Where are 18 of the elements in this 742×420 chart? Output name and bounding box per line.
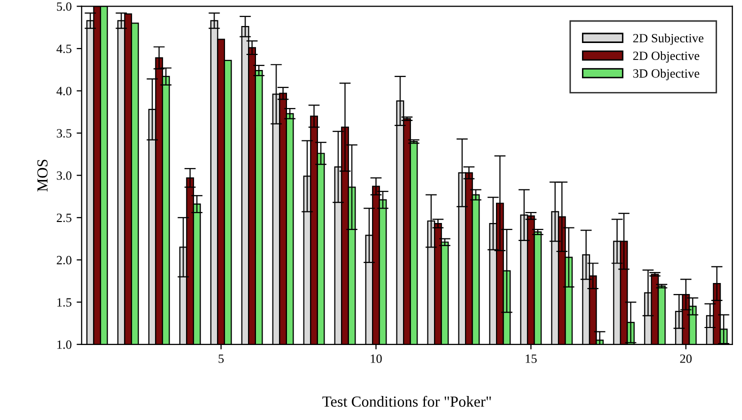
y-tick-label: 2.5 (56, 214, 72, 222)
y-axis-title: MOS (37, 160, 48, 192)
y-tick-label: 1.0 (57, 340, 72, 349)
legend-label: 2D Objective (633, 51, 700, 63)
y-tick-label: 4.5 (56, 44, 72, 54)
x-tick-label: 5 (218, 354, 224, 363)
legend-label: 3D Objective (633, 68, 700, 80)
x-tick-label: 20 (680, 354, 692, 363)
y-tick-label: 3.0 (56, 171, 72, 180)
y-tick-label: 3.5 (56, 129, 72, 138)
x-tick-label: 10 (370, 354, 382, 363)
y-tick-label: 4.0 (56, 86, 72, 96)
y-tick-label: 5.0 (57, 2, 72, 11)
x-axis-title: Test Conditions for "Poker" (322, 396, 491, 407)
y-tick-label: 1.5 (57, 298, 72, 307)
x-tick-label: 15 (526, 354, 537, 363)
legend-label: 2D Subjective (633, 34, 704, 45)
y-tick-label: 2.0 (56, 256, 72, 264)
